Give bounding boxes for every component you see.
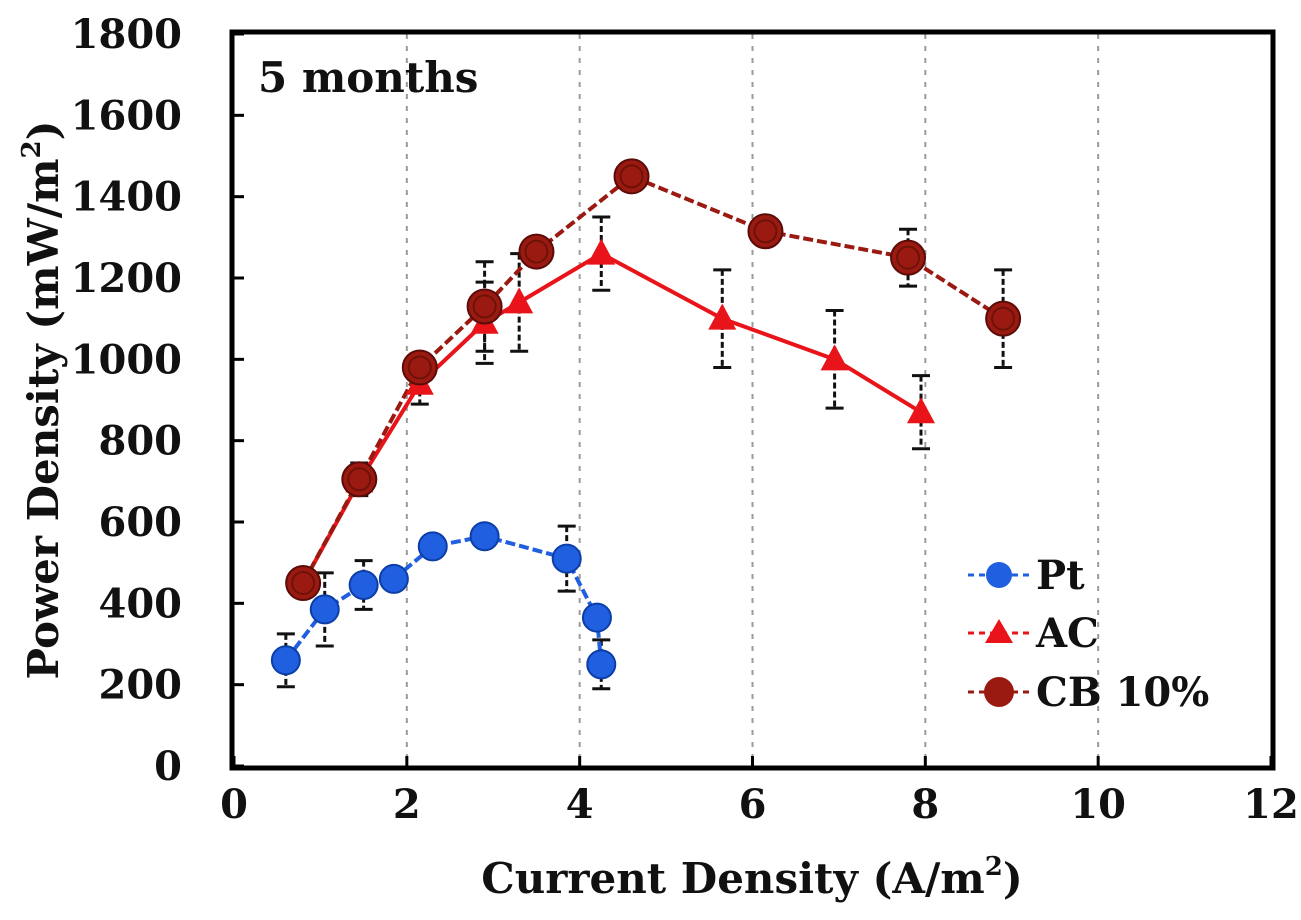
- y-tick-label: 400: [99, 580, 183, 627]
- data-point-pt: [309, 594, 340, 625]
- x-tick-label: 10: [1070, 781, 1126, 828]
- legend-label-pt: Pt: [1036, 552, 1085, 599]
- y-tick-label: 1200: [71, 255, 182, 302]
- data-point-ac: [820, 344, 849, 371]
- data-point-ring-cb-10: [347, 467, 372, 492]
- data-point-pt: [417, 531, 448, 562]
- data-point-pt: [586, 649, 617, 680]
- y-tick-label: 1800: [71, 11, 182, 58]
- y-axis-title-sup: 2: [17, 140, 47, 158]
- data-point-ac: [505, 287, 534, 314]
- x-axis-title: Current Density (A/m2): [481, 852, 1022, 903]
- data-point-ring-cb-10: [991, 306, 1016, 331]
- y-tick-label: 1600: [71, 92, 182, 139]
- data-point-cb-10: [613, 158, 650, 195]
- data-point-cb-10: [341, 461, 378, 498]
- y-tick-label: 0: [154, 743, 182, 790]
- legend-marker-cb: [984, 677, 1014, 707]
- data-point-ring-cb-10: [753, 219, 778, 244]
- legend-label-ac: AC: [1035, 610, 1099, 657]
- legend-marker-pt: [986, 562, 1012, 588]
- data-point-pt: [551, 543, 582, 574]
- data-point-cb-10: [747, 213, 784, 250]
- data-markers: [270, 158, 1022, 680]
- data-point-ac: [708, 303, 737, 330]
- data-point-pt: [378, 563, 409, 594]
- y-tick-label: 600: [99, 499, 183, 546]
- data-point-cb-10: [401, 349, 438, 386]
- legend-marker-ac: [985, 619, 1013, 643]
- y-tick-label: 1000: [71, 336, 182, 383]
- legend-label-cb: CB 10%: [1036, 669, 1209, 716]
- data-point-cb-10: [518, 233, 555, 270]
- data-point-ring-cb-10: [896, 245, 921, 270]
- legend: Pt AC CB 10%: [968, 552, 1209, 716]
- data-point-pt: [270, 645, 301, 676]
- y-tick-label: 800: [99, 418, 183, 465]
- error-bars: [276, 215, 1013, 691]
- data-point-cb-10: [466, 288, 503, 325]
- data-point-ac: [907, 397, 936, 424]
- x-tick-label: 12: [1243, 781, 1299, 828]
- grid-lines: [405, 34, 1100, 766]
- data-point-ring-cb-10: [619, 164, 644, 189]
- data-point-cb-10: [890, 239, 927, 276]
- y-tick-label: 200: [99, 662, 183, 709]
- y-axis-title: Power Density (mW/m2): [17, 120, 68, 679]
- data-point-pt: [469, 521, 500, 552]
- axis-ticks: 0 2 4 6 8 10 12 0 200 400 600 800 1000 1200 1400 1600 18…: [71, 11, 1299, 828]
- x-tick-label: 2: [393, 781, 421, 828]
- data-point-pt: [581, 602, 612, 633]
- data-point-ring-cb-10: [407, 355, 432, 380]
- x-tick-label: 6: [739, 781, 767, 828]
- data-point-cb-10: [285, 565, 322, 601]
- data-point-ac: [587, 238, 616, 265]
- x-axis-title-sup: 2: [985, 852, 1003, 882]
- annotation-label: 5 months: [258, 53, 478, 102]
- x-tick-label: 8: [911, 781, 939, 828]
- data-point-cb-10: [985, 300, 1022, 337]
- data-point-ring-cb-10: [472, 294, 497, 319]
- y-tick-label: 1400: [71, 174, 182, 221]
- series-line-ac: [301, 251, 923, 584]
- data-point-ring-cb-10: [524, 239, 549, 264]
- data-point-pt: [348, 570, 379, 601]
- data-point-ring-cb-10: [291, 571, 316, 595]
- x-tick-label: 0: [220, 781, 248, 828]
- plot-frame: [229, 29, 1276, 771]
- x-tick-label: 4: [566, 781, 594, 828]
